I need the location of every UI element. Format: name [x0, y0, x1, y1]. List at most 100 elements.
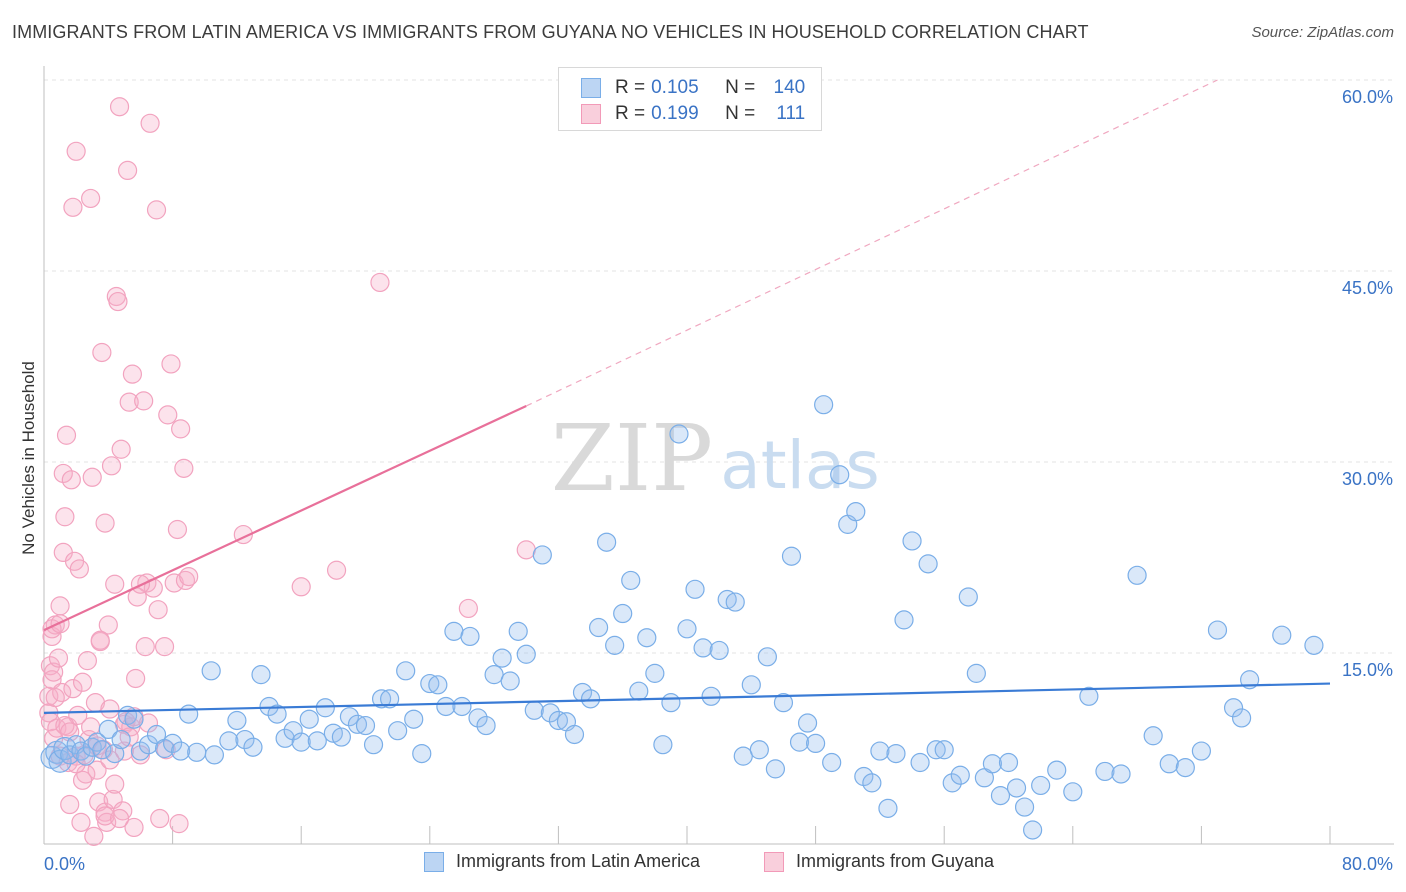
data-point-latin-america — [629, 681, 649, 701]
data-point-latin-america — [299, 709, 319, 729]
data-point-latin-america — [163, 733, 183, 754]
data-point-guyana — [174, 458, 194, 478]
data-point-latin-america — [251, 665, 271, 685]
watermark-atlas: atlas — [720, 427, 880, 504]
data-point-guyana — [138, 713, 159, 733]
data-point-guyana — [171, 419, 191, 439]
data-point-guyana — [119, 392, 139, 412]
legend-swatch-pink — [764, 851, 784, 872]
data-point-latin-america — [677, 619, 697, 639]
data-point-latin-america — [92, 740, 112, 760]
watermark: ZIP atlas — [551, 405, 880, 512]
data-point-latin-america — [388, 721, 408, 741]
data-point-guyana — [458, 598, 478, 619]
legend-item-latin-america: Immigrants from Latin America — [424, 851, 700, 872]
series-legend: Immigrants from Latin America Immigrants… — [0, 851, 1406, 877]
data-point-latin-america — [339, 707, 360, 727]
data-point-guyana — [108, 291, 128, 312]
data-point-guyana — [158, 405, 178, 425]
data-point-latin-america — [942, 773, 962, 793]
data-point-latin-america — [227, 710, 247, 731]
data-point-guyana — [50, 596, 70, 616]
data-point-latin-america — [870, 741, 890, 761]
data-point-latin-america — [878, 798, 898, 818]
data-point-guyana — [87, 760, 107, 780]
data-point-latin-america — [307, 731, 327, 751]
data-point-latin-america — [484, 665, 504, 685]
grid-lines — [44, 79, 1394, 654]
data-point-latin-america — [797, 713, 818, 733]
data-point-latin-america — [886, 743, 906, 764]
data-point-latin-america — [958, 587, 978, 607]
data-point-latin-america — [645, 663, 665, 683]
data-point-latin-america — [1095, 761, 1115, 782]
data-point-latin-america — [476, 715, 496, 736]
legend-swatch-blue — [581, 78, 601, 98]
data-point-guyana — [291, 577, 311, 597]
legend-item-guyana: Immigrants from Guyana — [764, 851, 994, 872]
data-point-latin-america — [1079, 686, 1099, 706]
data-point-guyana — [55, 507, 75, 527]
y-axis-label: No Vehicles in Household — [19, 361, 38, 555]
legend-n-value: 111 — [776, 103, 806, 124]
data-point-latin-america — [436, 696, 456, 717]
data-point-latin-america — [830, 465, 850, 485]
data-point-latin-america — [404, 709, 424, 729]
data-point-latin-america — [412, 743, 432, 764]
data-point-guyana — [179, 566, 199, 587]
y-tick-label: 30.0% — [1342, 469, 1393, 489]
data-point-guyana — [146, 200, 167, 220]
data-point-guyana — [117, 160, 138, 181]
data-point-latin-america — [757, 647, 777, 667]
data-point-latin-america — [540, 703, 560, 723]
chart-title: IMMIGRANTS FROM LATIN AMERICA VS IMMIGRA… — [12, 22, 1089, 42]
data-point-latin-america — [187, 742, 207, 762]
data-point-guyana — [52, 682, 72, 703]
data-point-guyana — [61, 470, 81, 490]
data-point-latin-america — [1231, 708, 1252, 728]
data-point-guyana — [69, 559, 89, 579]
data-point-latin-america — [749, 740, 769, 760]
data-point-latin-america — [637, 628, 657, 648]
data-point-guyana — [167, 519, 188, 540]
data-point-latin-america — [60, 745, 80, 765]
data-point-latin-america — [98, 719, 118, 740]
data-point-latin-america — [580, 689, 601, 709]
data-point-guyana — [100, 699, 120, 719]
data-point-guyana — [109, 97, 130, 117]
data-point-latin-america — [508, 621, 528, 641]
data-point-latin-america — [500, 671, 520, 691]
data-point-latin-america — [380, 689, 400, 709]
data-point-latin-america — [1063, 782, 1083, 802]
data-point-latin-america — [1159, 754, 1179, 774]
data-point-guyana — [150, 808, 170, 829]
data-point-latin-america — [48, 749, 72, 773]
data-point-latin-america — [1143, 726, 1163, 746]
data-point-guyana — [82, 467, 102, 487]
data-point-guyana — [72, 770, 93, 790]
data-point-latin-america — [420, 673, 440, 694]
data-point-guyana — [169, 814, 189, 834]
data-point-latin-america — [171, 741, 191, 761]
data-point-latin-america — [315, 698, 335, 718]
axes — [43, 66, 1394, 845]
tick-labels: 15.0% 30.0% 45.0% 60.0% 0.0% 80.0% — [44, 87, 1393, 874]
data-point-latin-america — [124, 709, 144, 729]
data-point-latin-america — [1175, 757, 1195, 778]
data-point-latin-america — [548, 710, 569, 731]
legend-n-value: 140 — [773, 77, 806, 98]
legend-n-label: N = — [725, 103, 756, 124]
data-point-latin-america — [669, 424, 689, 444]
data-point-guyana — [97, 812, 117, 832]
data-point-latin-america — [765, 759, 786, 779]
data-point-guyana — [148, 600, 168, 620]
data-point-latin-america — [1031, 775, 1051, 796]
data-point-latin-america — [693, 638, 713, 658]
data-point-latin-america — [862, 773, 882, 793]
data-point-latin-america — [468, 708, 488, 728]
data-point-guyana — [98, 615, 118, 635]
correlation-legend: R = 0.105 N = 140 R = 0.199 N = 111 — [558, 67, 822, 131]
data-point-latin-america — [822, 752, 842, 773]
data-point-latin-america — [597, 532, 617, 552]
